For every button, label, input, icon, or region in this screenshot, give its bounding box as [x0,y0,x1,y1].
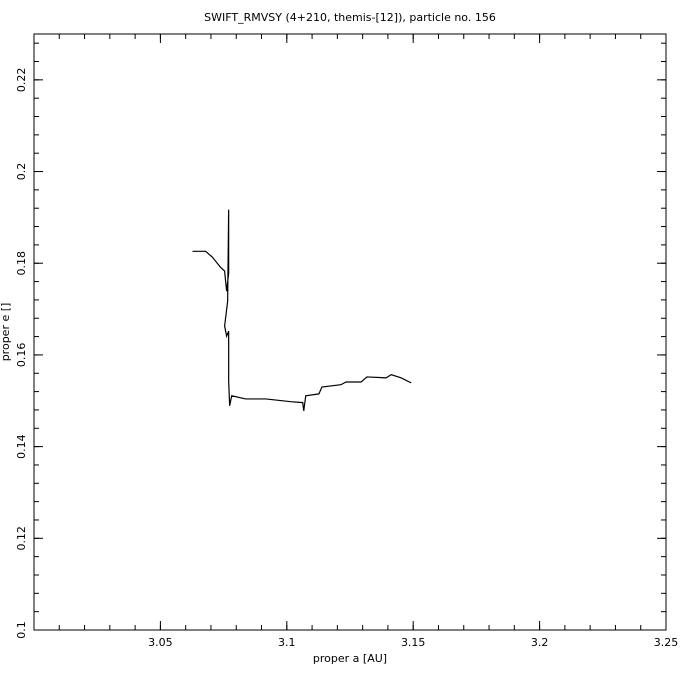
y-tick-label: 0.14 [15,434,28,459]
y-tick-label: 0.18 [15,251,28,276]
plot-frame [33,33,667,631]
trajectory-line [192,209,412,411]
x-tick-label: 3.1 [278,636,296,649]
chart-title: SWIFT_RMVSY (4+210, themis-[12]), partic… [204,11,496,24]
y-tick-label: 0.16 [15,343,28,368]
y-tick-label: 0.22 [15,68,28,93]
x-tick-label: 3.15 [401,636,426,649]
x-axis-label: proper a [AU] [313,652,387,665]
y-tick-label: 0.12 [15,526,28,551]
x-tick-label: 3.05 [148,636,173,649]
y-tick-label: 0.2 [15,163,28,181]
y-tick-label: 0.1 [15,621,28,639]
x-tick-label: 3.2 [531,636,549,649]
y-axis-label: proper e [] [0,303,12,362]
x-tick-label: 3.25 [654,636,679,649]
